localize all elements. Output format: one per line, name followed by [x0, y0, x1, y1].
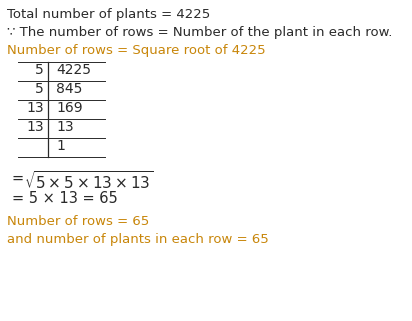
Text: 4225: 4225: [56, 63, 91, 77]
Text: $\sqrt{5\times5\times13\times13}$: $\sqrt{5\times5\times13\times13}$: [24, 170, 154, 192]
Text: 169: 169: [56, 101, 83, 115]
Text: 13: 13: [26, 101, 44, 115]
Text: 845: 845: [56, 82, 82, 96]
Text: Total number of plants = 4225: Total number of plants = 4225: [7, 8, 210, 21]
Text: ∵ The number of rows = Number of the plant in each row.: ∵ The number of rows = Number of the pla…: [7, 26, 392, 39]
Text: Number of rows = Square root of 4225: Number of rows = Square root of 4225: [7, 44, 266, 57]
Text: 13: 13: [56, 120, 74, 134]
Text: 5: 5: [35, 63, 44, 77]
Text: Number of rows = 65: Number of rows = 65: [7, 215, 149, 228]
Text: 1: 1: [56, 139, 65, 153]
Text: =: =: [12, 171, 24, 186]
Text: = 5 × 13 = 65: = 5 × 13 = 65: [12, 191, 118, 206]
Text: and number of plants in each row = 65: and number of plants in each row = 65: [7, 233, 269, 246]
Text: 5: 5: [35, 82, 44, 96]
Text: 13: 13: [26, 120, 44, 134]
